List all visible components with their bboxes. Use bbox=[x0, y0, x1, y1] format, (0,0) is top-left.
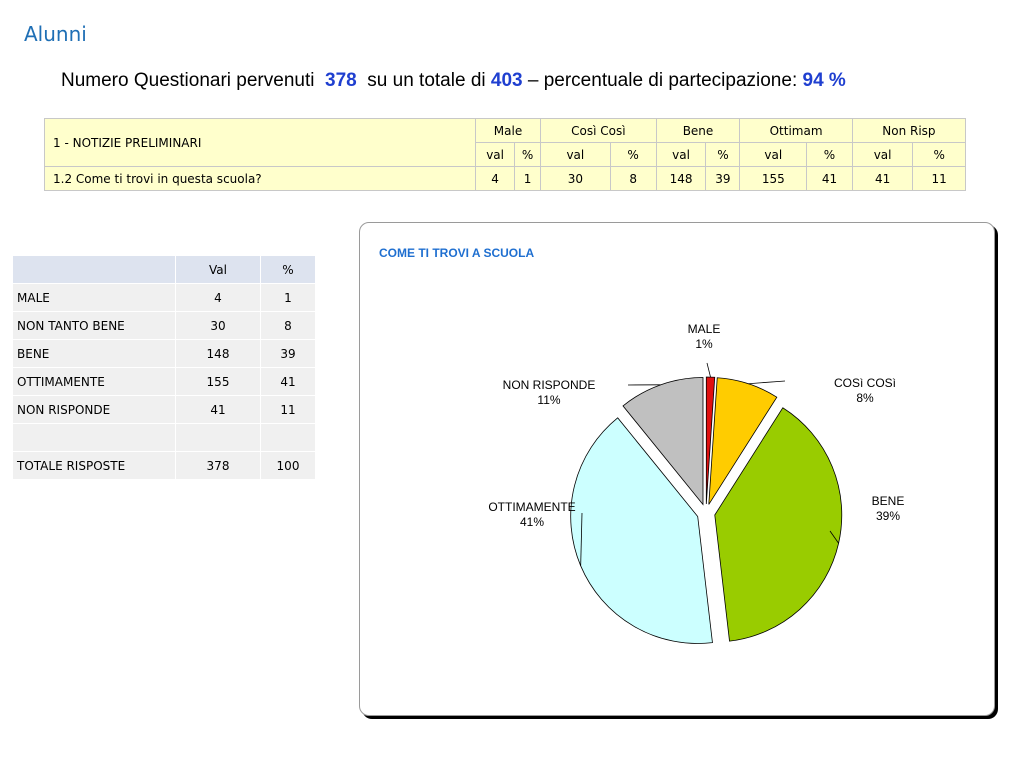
row-label: OTTIMAMENTE bbox=[12, 367, 176, 396]
slice-percent-label: 39% bbox=[876, 509, 900, 523]
row-pct: 39 bbox=[260, 339, 316, 368]
slice-label: BENE bbox=[872, 494, 905, 508]
cell: 155 bbox=[739, 166, 808, 191]
leader-line bbox=[580, 512, 583, 566]
table-subheader-row: val % val % val % val % val % bbox=[44, 142, 966, 167]
slice-percent-label: 41% bbox=[520, 515, 544, 529]
row-pct: 41 bbox=[260, 367, 316, 396]
pie-slice-cos-cos- bbox=[708, 377, 778, 505]
table-row: 1.2 Come ti trovi in questa scuola? 4 1 … bbox=[44, 166, 966, 191]
row-val: 41 bbox=[175, 395, 261, 424]
pie-slice-bene bbox=[714, 407, 843, 642]
summary-prefix: Numero Questionari pervenuti bbox=[61, 70, 315, 91]
row-pct: 1 bbox=[260, 283, 316, 312]
table-row: NON RISPONDE 41 11 bbox=[12, 395, 316, 424]
sub-header: % bbox=[912, 142, 966, 167]
total-count: 403 bbox=[490, 70, 523, 91]
cell: 8 bbox=[609, 166, 657, 191]
sub-header: val bbox=[540, 142, 611, 167]
row-val: 4 bbox=[175, 283, 261, 312]
summary-table-header: Val % bbox=[12, 255, 316, 284]
participation-percent: 94 % bbox=[802, 70, 846, 91]
sub-header: val bbox=[474, 142, 516, 167]
row-label bbox=[12, 423, 176, 452]
slice-percent-label: 8% bbox=[856, 391, 874, 405]
leader-line bbox=[748, 380, 786, 385]
sub-header: % bbox=[806, 142, 853, 167]
section-label: 1 - NOTIZIE PRELIMINARI bbox=[44, 118, 476, 167]
table-row: TOTALE RISPOSTE 378 100 bbox=[12, 451, 316, 480]
table-row: NON TANTO BENE 30 8 bbox=[12, 311, 316, 340]
cell: 39 bbox=[705, 166, 741, 191]
chart-title: COME TI TROVI A SCUOLA bbox=[379, 246, 534, 260]
pie-slices bbox=[570, 376, 843, 644]
row-label: NON RISPONDE bbox=[12, 395, 176, 424]
row-pct: 8 bbox=[260, 311, 316, 340]
slice-percent-label: 1% bbox=[695, 337, 713, 351]
summary-line: Numero Questionari pervenuti 378 su un t… bbox=[61, 70, 846, 92]
sub-header: % bbox=[705, 142, 741, 167]
received-count: 378 bbox=[325, 70, 357, 91]
row-label: NON TANTO BENE bbox=[12, 311, 176, 340]
slice-label: OTTIMAMENTE bbox=[488, 500, 575, 514]
slice-label: COSì COSì bbox=[834, 376, 896, 390]
summary-suffix: – percentuale di partecipazione: bbox=[527, 70, 798, 91]
column-header: Non Risp bbox=[851, 118, 967, 143]
table-row: MALE 4 1 bbox=[12, 283, 316, 312]
row-val: 155 bbox=[175, 367, 261, 396]
sub-header: % bbox=[609, 142, 657, 167]
row-pct bbox=[260, 423, 316, 452]
row-label: BENE bbox=[12, 339, 176, 368]
pie-slice-non-risponde bbox=[622, 377, 704, 506]
table-row: OTTIMAMENTE 155 41 bbox=[12, 367, 316, 396]
cell: 30 bbox=[540, 166, 611, 191]
pie-slice-male bbox=[705, 376, 716, 505]
row-val: 148 bbox=[175, 339, 261, 368]
cell: 11 bbox=[912, 166, 966, 191]
row-val: 378 bbox=[175, 451, 261, 480]
row-label: 1.2 Come ti trovi in questa scuola? bbox=[44, 166, 476, 191]
sub-header: val bbox=[655, 142, 707, 167]
row-pct: 11 bbox=[260, 395, 316, 424]
table-header-row: 1 - NOTIZIE PRELIMINARI Male Così Così B… bbox=[44, 118, 967, 167]
summary-table: Val % MALE 4 1 NON TANTO BENE 30 8 BENE … bbox=[12, 255, 316, 480]
cell: 4 bbox=[474, 166, 516, 191]
row-val bbox=[175, 423, 261, 452]
sub-header: val bbox=[739, 142, 808, 167]
column-header: Ottimam bbox=[739, 118, 853, 143]
header-cell: Val bbox=[175, 255, 261, 284]
header-cell bbox=[12, 255, 176, 284]
column-header: Così Così bbox=[540, 118, 657, 143]
row-pct: 100 bbox=[260, 451, 316, 480]
leader-line bbox=[706, 362, 711, 378]
column-header: Bene bbox=[655, 118, 741, 143]
table-row: BENE 148 39 bbox=[12, 339, 316, 368]
header-cell: % bbox=[260, 255, 316, 284]
sub-header: % bbox=[514, 142, 542, 167]
row-val: 30 bbox=[175, 311, 261, 340]
column-header: Male bbox=[474, 118, 542, 143]
chart-panel: COME TI TROVI A SCUOLA MALE 1% COSì COSì 8%… bbox=[359, 222, 995, 716]
row-label: MALE bbox=[12, 283, 176, 312]
cell: 148 bbox=[655, 166, 707, 191]
sub-header: val bbox=[851, 142, 914, 167]
cell: 41 bbox=[851, 166, 914, 191]
page-title: Alunni bbox=[24, 22, 87, 46]
summary-middle: su un totale di bbox=[367, 70, 486, 91]
leader-line bbox=[829, 530, 839, 544]
slice-label: MALE bbox=[688, 322, 721, 336]
cell: 41 bbox=[806, 166, 853, 191]
cell: 1 bbox=[514, 166, 542, 191]
slice-label: NON RISPONDE bbox=[503, 378, 596, 392]
table-row bbox=[12, 423, 316, 452]
row-label: TOTALE RISPOSTE bbox=[12, 451, 176, 480]
results-table: 1 - NOTIZIE PRELIMINARI Male Così Così B… bbox=[44, 118, 967, 191]
slice-percent-label: 11% bbox=[537, 393, 560, 407]
